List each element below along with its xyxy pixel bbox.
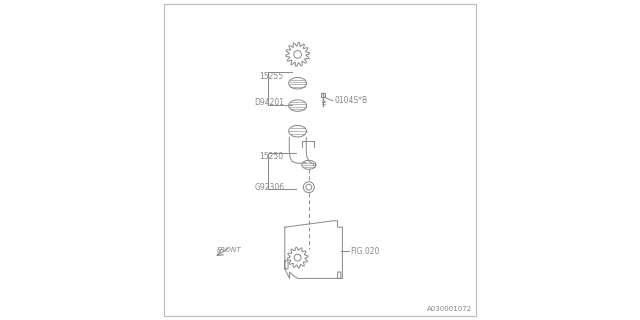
Text: 15255: 15255 [259,72,284,81]
Text: A030001072: A030001072 [427,306,472,312]
Bar [321,93,325,97]
Text: FIG.020: FIG.020 [351,247,380,256]
Text: 0104S*B: 0104S*B [334,96,367,105]
Text: G92306: G92306 [254,183,285,192]
Text: FRONT: FRONT [216,247,241,252]
Text: 15250: 15250 [259,152,284,161]
Text: D94201: D94201 [254,98,284,107]
